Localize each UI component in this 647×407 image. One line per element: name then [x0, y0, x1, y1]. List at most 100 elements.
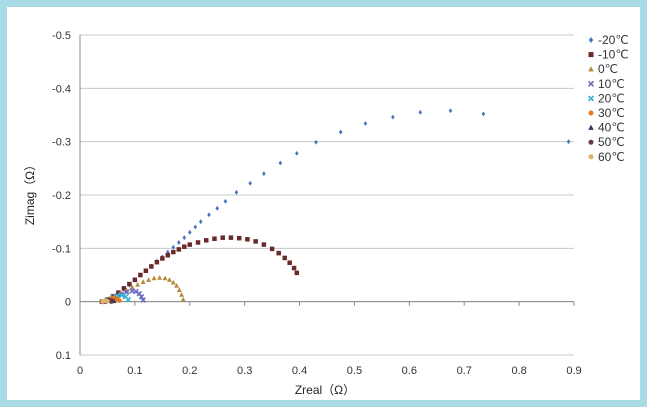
y-tick-label: -0.1: [52, 243, 71, 255]
x-tick-label: 0.1: [127, 365, 142, 377]
legend-entry: 0℃: [588, 62, 618, 76]
legend-label: 10℃: [598, 77, 625, 91]
y-tick-label: -0.2: [52, 190, 71, 202]
data-point: [132, 277, 138, 283]
data-point: [588, 110, 594, 116]
plot-area: [99, 108, 571, 305]
data-point: [177, 240, 181, 245]
data-point: [588, 139, 594, 145]
y-tick-label: -0.4: [52, 83, 71, 95]
data-point: [116, 290, 121, 295]
legend-label: 30℃: [598, 106, 625, 120]
data-point: [143, 268, 149, 273]
data-point: [588, 124, 594, 130]
data-point: [135, 281, 141, 287]
data-point: [123, 289, 130, 295]
x-tick-label: 0.6: [402, 365, 417, 377]
data-point: [223, 199, 228, 204]
x-tick-labels: 0 0.1 0.2 0.3 0.4 0.5 0.6 0.7 0.8 0.9: [77, 365, 582, 377]
data-point: [129, 284, 135, 290]
data-point: [162, 275, 168, 281]
data-point: [182, 235, 187, 241]
x-tick-label: 0.5: [347, 365, 362, 377]
data-point: [448, 108, 453, 114]
data-point: [187, 242, 193, 247]
legend-entry: -10℃: [588, 48, 629, 62]
legend-entry: 40℃: [588, 121, 625, 135]
y-tick-label: 0: [65, 297, 71, 309]
axes: [79, 35, 575, 355]
data-point: [105, 298, 110, 304]
data-point: [198, 219, 203, 225]
data-point: [588, 37, 594, 43]
data-point: [588, 66, 594, 72]
data-point: [125, 296, 132, 303]
data-point: [176, 247, 182, 252]
data-point: [269, 246, 275, 252]
data-point: [248, 180, 252, 186]
legend: -20℃-10℃0℃10℃20℃30℃40℃50℃60℃: [587, 33, 629, 164]
legend-label: 60℃: [598, 150, 625, 164]
data-point: [207, 212, 211, 218]
data-point: [133, 288, 139, 295]
data-point: [363, 121, 368, 126]
data-point: [146, 277, 152, 282]
legend-label: 40℃: [598, 121, 625, 135]
x-tick-label: 0.8: [511, 365, 526, 377]
data-point: [338, 129, 343, 135]
data-point: [282, 255, 287, 261]
data-point: [157, 274, 163, 280]
legend-entry: 60℃: [588, 150, 625, 164]
legend-entry: 10℃: [587, 77, 625, 91]
x-tick-label: 0.4: [292, 365, 307, 377]
data-point: [149, 264, 154, 269]
data-point: [182, 244, 187, 249]
data-point: [212, 236, 217, 241]
series-1: [99, 235, 300, 304]
series-8: [100, 298, 110, 304]
x-tick-label: 0.3: [237, 365, 252, 377]
data-point: [236, 235, 242, 241]
legend-label: 50℃: [598, 135, 625, 149]
data-point: [195, 240, 201, 245]
y-tick-labels: -0.5 -0.4 -0.3 -0.2 -0.1 0 0.1: [52, 30, 71, 362]
data-point: [176, 287, 182, 292]
data-point: [121, 286, 127, 291]
y-tick-label: 0.1: [56, 350, 71, 362]
data-point: [287, 260, 292, 265]
data-point: [587, 95, 595, 102]
legend-entry: -20℃: [588, 33, 629, 47]
data-point: [262, 171, 266, 177]
data-point: [253, 239, 258, 244]
data-point: [295, 151, 299, 156]
legend-entry: 20℃: [587, 91, 625, 105]
legend-label: 20℃: [598, 91, 625, 105]
data-point: [151, 275, 157, 281]
legend-label: 0℃: [598, 62, 618, 76]
data-point: [588, 52, 594, 58]
data-point: [138, 272, 143, 278]
data-point: [174, 282, 180, 288]
data-point: [314, 139, 318, 145]
data-point: [587, 80, 595, 87]
data-point: [245, 237, 250, 242]
data-point: [179, 292, 185, 297]
x-axis-title: Zreal（Ω）: [295, 383, 355, 397]
chart-frame: -0.5 -0.4 -0.3 -0.2 -0.1 0 0.1 0 0.1 0.2 0.3 0.4 0.…: [7, 7, 640, 400]
data-point: [418, 109, 423, 115]
data-point: [261, 242, 267, 247]
data-point: [138, 294, 145, 300]
series-0: [100, 108, 571, 305]
gridlines: [80, 34, 574, 356]
data-point: [109, 299, 114, 304]
data-point: [566, 139, 571, 145]
data-point: [203, 238, 209, 243]
data-point: [140, 279, 146, 284]
data-point: [588, 154, 594, 160]
legend-entry: 50℃: [588, 135, 625, 149]
data-point: [391, 114, 395, 120]
data-point: [171, 244, 176, 250]
data-point: [140, 297, 146, 303]
legend-label: -10℃: [598, 48, 629, 62]
data-point: [166, 249, 170, 255]
